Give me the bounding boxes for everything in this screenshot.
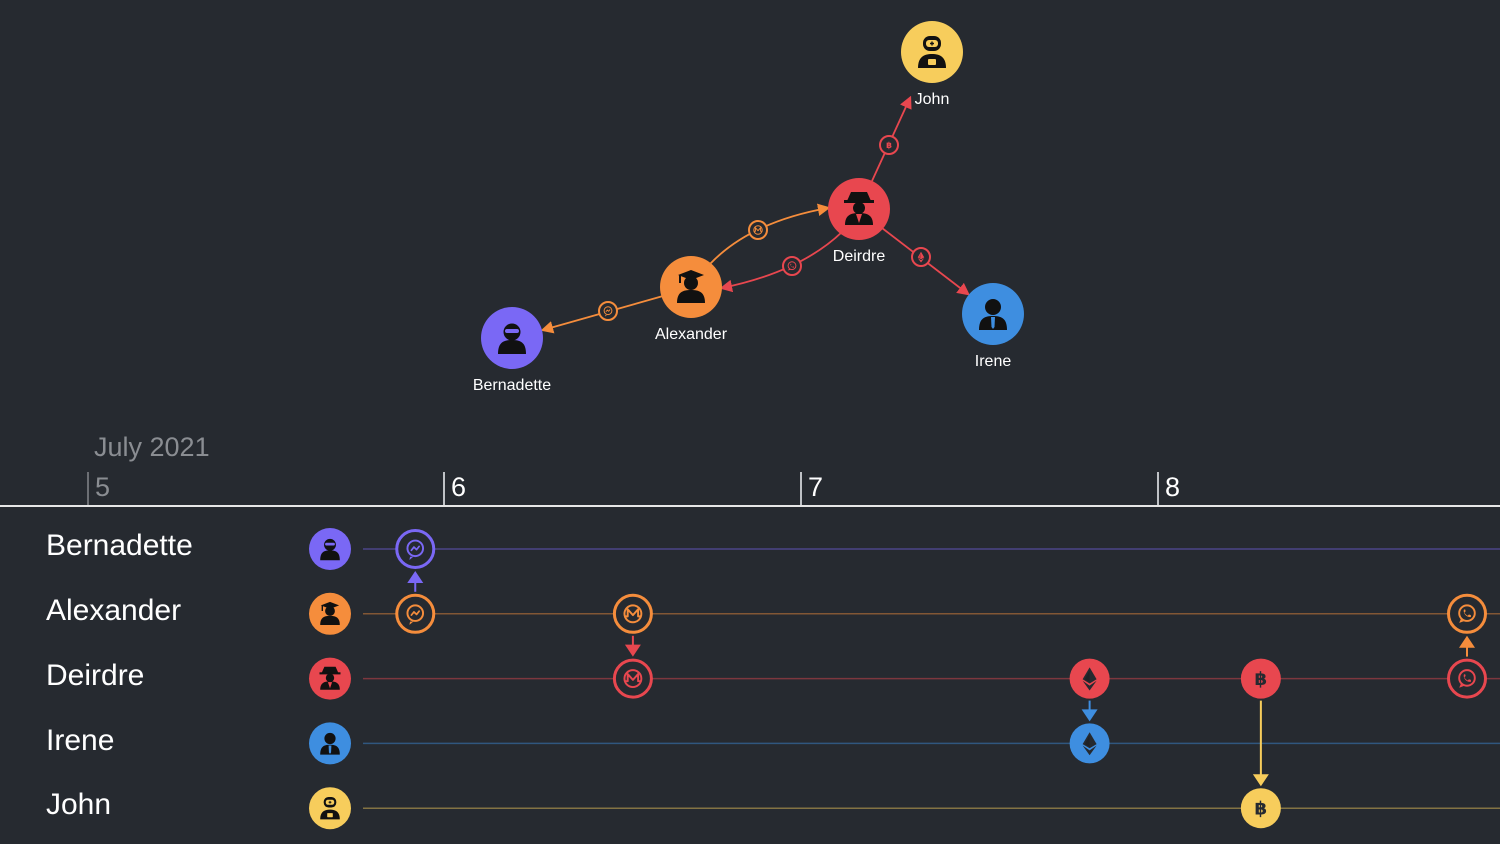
timeline-event-target-irene[interactable]	[1069, 723, 1110, 764]
timebar-tick-label-6: 6	[451, 472, 467, 502]
lane-avatar-irene[interactable]	[309, 722, 351, 765]
graph-edge-badge-bitcoin-icon	[879, 135, 899, 155]
timeline-event-arrow	[1081, 709, 1098, 722]
graph-nodes: Bernadette Alexander Deirdre Irene John	[473, 21, 1024, 394]
graph-node-label-irene: Irene	[975, 353, 1012, 370]
timebar-tick-label-5: 5	[95, 472, 111, 502]
timeline-event-ethereum-icon[interactable]	[1069, 658, 1110, 764]
graph-node-bernadette[interactable]: Bernadette	[473, 307, 551, 394]
lane-avatar-john[interactable]	[309, 787, 351, 830]
lane-label-bernadette[interactable]: Bernadette	[46, 529, 193, 562]
graph-edge-badge-whatsapp-icon	[782, 256, 802, 276]
lane-label-irene[interactable]: Irene	[46, 724, 115, 757]
timeline-lanes: Bernadette Alexander Deirdre Irene John	[0, 507, 1500, 844]
timebar[interactable]: July 2021 5 6 7 8	[0, 420, 1500, 508]
graph-node-label-john: John	[915, 91, 950, 108]
graph-edge-badge-ethereum-icon	[911, 247, 931, 267]
lane-avatar-alexander[interactable]	[309, 592, 351, 635]
timebar-axis	[0, 505, 1500, 507]
bitcoin-icon	[886, 139, 893, 150]
timeline-event-target-alexander[interactable]	[1447, 593, 1487, 634]
timeline-event-source-alexander[interactable]	[612, 593, 653, 634]
graph-edge-badge-monero-icon	[748, 220, 768, 240]
timeline-event-target-john[interactable]	[1240, 788, 1281, 829]
timeline-event-arrow	[624, 644, 641, 657]
timeline-event-source-deirdre[interactable]	[1240, 658, 1281, 699]
timebar-tick-label-7: 7	[808, 472, 824, 502]
lane-label-deirdre[interactable]: Deirdre	[46, 659, 145, 692]
lane-label-john[interactable]: John	[46, 788, 112, 821]
graph-node-deirdre[interactable]: Deirdre	[828, 178, 890, 265]
bitcoin-icon	[1254, 668, 1268, 690]
timeline-event-source-alexander[interactable]	[395, 593, 436, 634]
timeline-event-messenger-icon[interactable]	[395, 529, 436, 634]
graph-node-label-alexander: Alexander	[655, 326, 728, 343]
lane-canvas[interactable]	[0, 507, 1500, 844]
graph-edges	[540, 95, 970, 334]
graph-node-label-deirdre: Deirdre	[833, 248, 886, 265]
graph-node-irene[interactable]: Irene	[962, 283, 1024, 370]
timeline-event-target-deirdre[interactable]	[612, 658, 653, 699]
timeline-event-arrow	[407, 571, 424, 583]
graph-node-alexander[interactable]: Alexander	[655, 256, 728, 343]
timeline-event-arrow	[1459, 635, 1475, 648]
timeline-event-bitcoin-icon[interactable]	[1240, 658, 1281, 829]
graph-node-john[interactable]: John	[901, 21, 963, 108]
lane-label-alexander[interactable]: Alexander	[46, 594, 182, 627]
timeline-event-target-bernadette[interactable]	[395, 529, 436, 569]
timeline-event-source-deirdre[interactable]	[1069, 658, 1110, 699]
timebar-tick-7	[800, 472, 802, 505]
timebar-tick-5	[87, 472, 89, 505]
timebar-tick-label-8: 8	[1165, 472, 1181, 502]
timeline-event-source-deirdre[interactable]	[1447, 658, 1487, 699]
lane-avatar-bernadette[interactable]	[309, 528, 351, 570]
graph-edge-badge-messenger-icon	[598, 301, 618, 321]
lane-avatar-deirdre[interactable]	[309, 657, 351, 700]
bitcoin-icon	[1254, 798, 1268, 820]
timebar-tick-8	[1157, 472, 1159, 505]
timeline-event-whatsapp-icon[interactable]	[1447, 593, 1487, 699]
timeline-event-arrow	[1252, 774, 1269, 787]
timeline-event-monero-icon[interactable]	[612, 593, 653, 699]
timebar-tick-6	[443, 472, 445, 505]
graph-node-label-bernadette: Bernadette	[473, 377, 551, 394]
timebar-month: July 2021	[94, 432, 210, 462]
